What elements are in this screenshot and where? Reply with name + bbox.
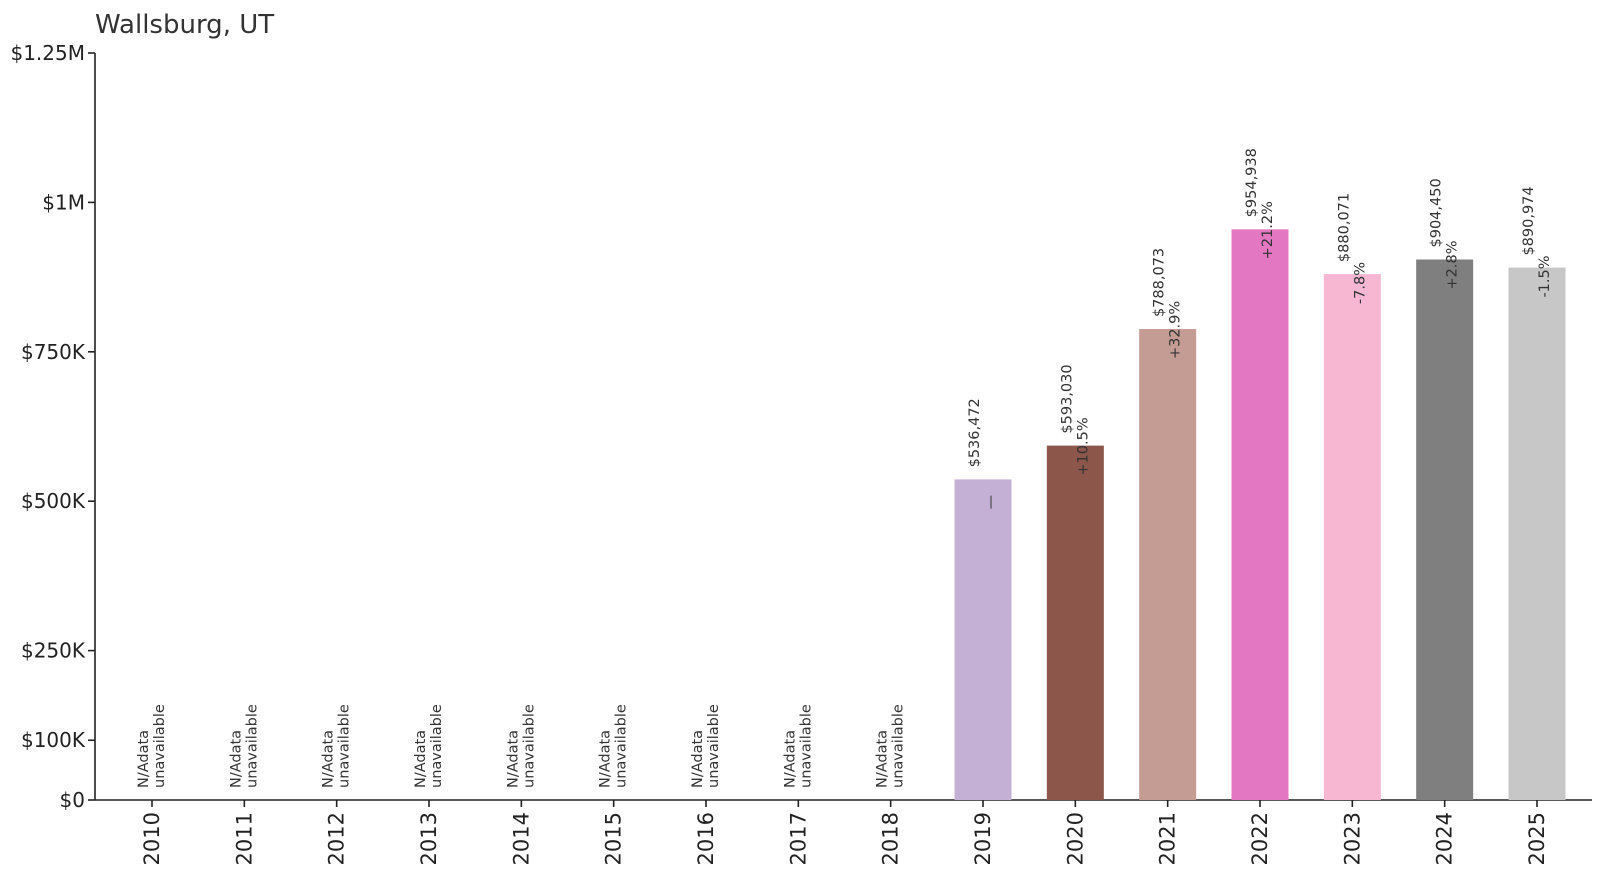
x-tick-label: 2025: [1525, 812, 1549, 865]
change-label: -1.5%: [1537, 255, 1553, 297]
y-tick-label: $500K: [21, 489, 86, 513]
y-tick-label: $1M: [42, 190, 85, 214]
x-axis: 2010 2011 2012 2013 2014 2015 2016 2017 2018 2019…: [95, 799, 1592, 865]
value-label: $593,030: [1059, 364, 1075, 433]
bar-2020: [1046, 445, 1104, 800]
y-tick-label: $100K: [21, 728, 86, 752]
missing-data-label: N/Adata: [413, 730, 429, 788]
y-axis: $0 $100K $250K $500K $750K $1M $1.25M: [10, 41, 96, 812]
value-label: $890,974: [1521, 186, 1537, 255]
x-tick-label: 2022: [1248, 812, 1272, 865]
missing-data-label: unavailable: [706, 704, 722, 788]
value-label: $788,073: [1152, 248, 1168, 317]
value-label: $954,938: [1244, 148, 1260, 217]
change-label: +10.5%: [1075, 417, 1091, 475]
change-label: +21.2%: [1260, 201, 1276, 259]
change-label: -7.8%: [1352, 262, 1368, 304]
missing-data-label: N/Adata: [690, 730, 706, 788]
change-label: +2.8%: [1445, 241, 1461, 290]
change-label: +32.9%: [1168, 301, 1184, 359]
x-tick-label: 2024: [1433, 812, 1457, 865]
bar-2022: [1231, 229, 1289, 801]
x-tick-label: 2011: [232, 812, 256, 865]
x-tick-label: 2015: [602, 812, 626, 865]
x-tick-label: 2013: [417, 812, 441, 865]
bar-2025: [1508, 267, 1566, 800]
y-tick-label: $250K: [21, 639, 86, 663]
missing-data-label: N/Adata: [782, 730, 798, 788]
missing-data-label: unavailable: [798, 704, 814, 788]
x-tick-label: 2012: [325, 812, 349, 865]
data-labels-group: N/Adata unavailable N/Adata unavailable N/Ad…: [136, 148, 1553, 788]
x-tick-label: 2019: [971, 812, 995, 865]
x-tick-label: 2020: [1063, 812, 1087, 865]
missing-data-label: unavailable: [614, 704, 630, 788]
missing-data-label: unavailable: [152, 704, 168, 788]
bar-2019: [954, 479, 1012, 800]
y-tick-label: $750K: [21, 340, 86, 364]
missing-data-label: unavailable: [521, 704, 537, 788]
x-tick-label: 2023: [1340, 812, 1364, 865]
bars-group: [954, 229, 1566, 801]
missing-data-label: N/Adata: [136, 730, 152, 788]
y-tick-label: $0: [60, 788, 85, 812]
missing-data-label: unavailable: [891, 704, 907, 788]
missing-data-label: unavailable: [337, 704, 353, 788]
value-label: $880,071: [1336, 193, 1352, 262]
x-tick-label: 2021: [1156, 812, 1180, 865]
missing-data-label: N/Adata: [505, 730, 521, 788]
bar-2021: [1139, 329, 1197, 800]
missing-data-label: N/Adata: [598, 730, 614, 788]
value-label: $904,450: [1429, 178, 1445, 247]
missing-data-label: unavailable: [429, 704, 445, 788]
missing-data-label: N/Adata: [228, 730, 244, 788]
value-label: $536,472: [967, 398, 983, 467]
y-tick-label: $1.25M: [10, 41, 85, 65]
x-tick-label: 2014: [509, 812, 533, 865]
change-label: —: [983, 495, 999, 510]
x-tick-label: 2018: [879, 812, 903, 865]
chart-title: Wallsburg, UT: [95, 10, 274, 40]
missing-data-label: N/Adata: [321, 730, 337, 788]
missing-data-label: N/Adata: [875, 730, 891, 788]
x-tick-label: 2010: [140, 812, 164, 865]
bar-2024: [1416, 259, 1474, 800]
bar-2023: [1323, 274, 1381, 800]
x-tick-label: 2016: [694, 812, 718, 865]
x-tick-label: 2017: [786, 812, 810, 865]
missing-data-label: unavailable: [244, 704, 260, 788]
